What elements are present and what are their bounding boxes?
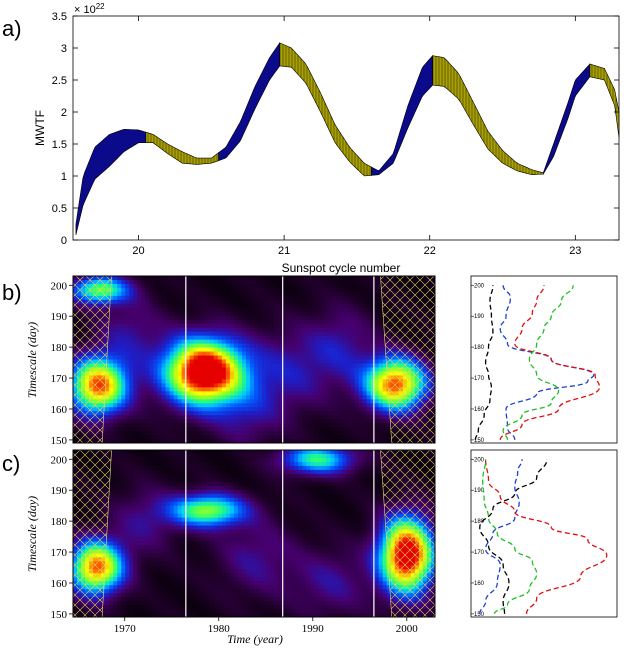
panel-a-ylabel: MWTF [33,110,47,146]
mwtf-band-segment-4 [279,42,372,177]
panel-b-cycle-lines [185,276,375,443]
heatmap-ytick-label: 170 [51,547,68,559]
panel-b-side-frame [470,275,618,444]
exponent-base: × 10 [74,4,96,16]
panel-b-ticks: 150 160 170 180 190 200 [51,280,73,447]
panel-a-ticks: 0 0.5 1 1.5 2 2.5 3 3.5 20 21 22 23 [52,11,619,257]
panel-a-ytick-label: 0.5 [52,203,67,215]
panel-c-cycle-lines [185,450,375,617]
heatmap-ytick-label: 200 [51,454,68,466]
heatmap-xtick-label: 1970 [114,623,137,635]
panel-b-side-profiles: 150 160 170 180 190 200 [470,275,618,444]
side-ytick-label: 200 [474,457,485,463]
panel-a-xtick-label: 23 [569,245,581,257]
panel-c-frame [72,449,436,618]
panel-c-heatmap [73,450,435,617]
coi-right [380,450,435,617]
profile-curve-1 [474,285,494,440]
profile-curve-3 [484,459,608,614]
panel-a-ytick-label: 1 [61,171,67,183]
panel-a-ytick-label: 2 [61,107,67,119]
side-ytick-label: 170 [474,550,485,556]
panel-a-ytick-label: 3.5 [52,11,67,23]
side-ytick-label: 160 [474,581,485,587]
heatmap-ytick-label: 160 [51,404,68,416]
panel-a-mwtf-chart: 0 0.5 1 1.5 2 2.5 3 3.5 20 21 22 23 MWTF Sunspot cy… [33,2,620,275]
profile-curve-4 [482,459,538,615]
panel-a-xtick-label: 21 [278,245,290,257]
profile-curve-2 [479,459,523,614]
panel-label-c: c) [2,451,20,476]
heatmap-ytick-label: 190 [51,311,68,323]
side-ytick-label: 150 [474,612,485,618]
panel-a-xtick-label: 20 [132,245,144,257]
panel-a-exponent: × 1022 [74,2,105,16]
mwtf-band-segment-3 [218,41,281,162]
heatmap-ytick-label: 200 [51,280,68,292]
mwtf-band-segment-2 [145,131,219,165]
side-ytick-label: 190 [474,314,485,320]
panel-a-frame [72,15,620,241]
panel-c-side-profiles: 150 160 170 180 190 200 [470,449,618,618]
coi-right [380,276,435,443]
side-ytick-label: 200 [474,283,485,289]
panel-a-xlabel: Sunspot cycle number [282,261,401,275]
heatmap-ytick-label: 190 [51,485,68,497]
panel-b-ylabel: Timescale (day) [25,322,39,398]
mwtf-band-segment-1 [75,129,147,235]
heatmap-ytick-label: 180 [51,342,68,354]
side-ytick-label: 160 [474,407,485,413]
panel-a-ytick-label: 1.5 [52,139,67,151]
panel-c-cone-of-influence [73,450,435,617]
coi-left [73,276,112,443]
panel-a-ytick-label: 0 [61,235,67,247]
side-ytick-label: 190 [474,488,485,494]
panel-c-xlabel: Time (year) [227,632,283,646]
panel-c-ticks: 150 160 170 180 190 200 1970 1980 1990 2000 [51,454,419,635]
panel-b-heatmap [73,276,435,443]
heatmap-ytick-label: 150 [51,609,68,621]
profile-curve-4 [502,285,574,440]
panel-c-side-frame [470,449,618,618]
panel-b-cone-of-influence [73,276,435,443]
mwtf-band-segment-8 [589,63,620,138]
panel-b-wavelet: 150 160 170 180 190 200 Timescale (day) [25,275,436,447]
coi-left [73,450,112,617]
profile-curve-1 [479,459,548,614]
panel-label-b: b) [2,280,22,305]
side-ytick-label: 180 [474,345,485,351]
heatmap-ytick-label: 170 [51,373,68,385]
heatmap-xtick-label: 1990 [302,623,325,635]
panel-c-ylabel: Timescale (day) [25,496,39,572]
heatmap-xtick-label: 1980 [208,623,231,635]
heatmap-ytick-label: 180 [51,516,68,528]
mwtf-band-segment-5 [371,54,433,176]
panel-a-xtick-label: 22 [424,245,436,257]
heatmap-ytick-label: 160 [51,578,68,590]
panel-a-ytick-label: 3 [61,43,67,55]
mwtf-band-segment-6 [432,55,544,175]
heatmap-ytick-label: 150 [51,435,68,447]
heatmap-xtick-label: 2000 [396,623,419,635]
panel-label-a: a) [2,16,22,41]
side-ytick-label: 150 [474,438,485,444]
side-ytick-label: 180 [474,519,485,525]
panel-b-frame [72,275,436,444]
exponent-power: 22 [96,2,105,11]
panel-a-ytick-label: 2.5 [52,75,67,87]
mwtf-bands [75,41,620,235]
mwtf-band-segment-7 [542,63,591,176]
panel-c-wavelet: 150 160 170 180 190 200 1970 1980 1990 2000 Times… [25,449,436,646]
side-ytick-label: 170 [474,376,485,382]
profile-curve-3 [499,285,601,441]
